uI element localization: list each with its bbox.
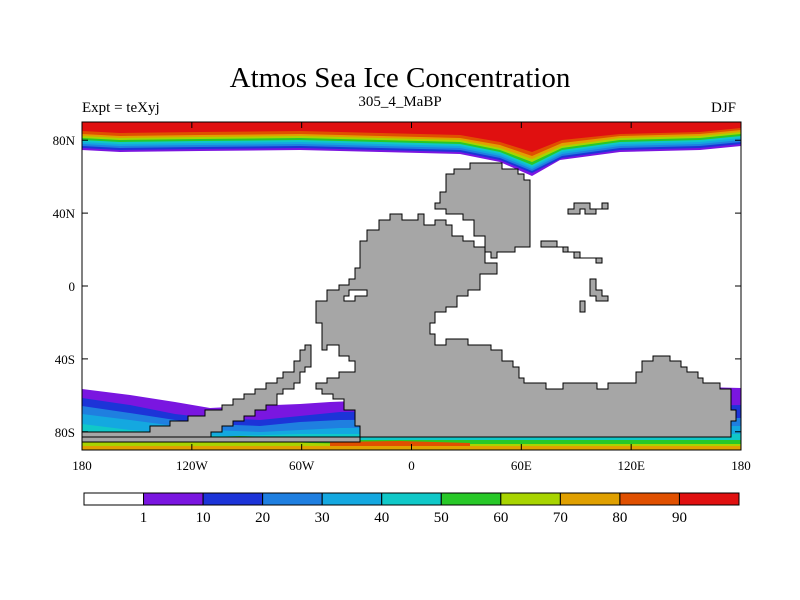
colorbar-boxes	[83, 492, 740, 506]
colorbar-box	[381, 492, 442, 506]
lon-tick-label: 60W	[289, 458, 315, 473]
colorbar-box	[440, 492, 502, 506]
lat-tick-label: 80S	[55, 425, 75, 440]
lon-tick-label: 0	[408, 458, 415, 473]
eastern-island-small-2	[579, 300, 586, 313]
colorbar-label: 50	[434, 510, 449, 526]
eastern-island-north	[567, 202, 609, 215]
colorbar-box	[678, 492, 740, 506]
northern-landmass	[434, 162, 531, 259]
longitude-ticks: 180 120W 60W 0 60E 120E 180	[72, 122, 751, 473]
colorbar-label: 40	[374, 510, 389, 526]
latitude-ticks: 80N 40N 0 40S 80S	[53, 133, 741, 440]
lon-tick-label: 180	[731, 458, 751, 473]
season-label: DJF	[711, 100, 737, 116]
colorbar-box	[500, 492, 561, 506]
colorbar-box	[321, 492, 383, 506]
antarctic-coast-strip	[82, 436, 361, 443]
run-label: 305_4_MaBP	[358, 94, 442, 110]
western-peninsula	[82, 344, 312, 438]
colorbar-box	[262, 492, 323, 506]
colorbar-box	[143, 492, 204, 506]
colorbar-labels: 1 10 20 30 40 50 60 70 80 90	[140, 510, 687, 526]
ocean-gap-west	[343, 289, 368, 302]
colorbar-label: 60	[493, 510, 508, 526]
lat-tick-label: 0	[69, 279, 76, 294]
lon-tick-label: 180	[72, 458, 92, 473]
eastern-island-mid	[540, 240, 603, 264]
lat-tick-label: 40S	[55, 352, 75, 367]
colorbar-box	[83, 492, 145, 506]
lon-tick-label: 120E	[617, 458, 645, 473]
colorbar-label: 20	[255, 510, 270, 526]
colorbar-label: 90	[672, 510, 687, 526]
colorbar-box	[202, 492, 264, 506]
arctic-ice-band-90	[82, 122, 741, 152]
lat-tick-label: 40N	[53, 206, 76, 221]
colorbar-box	[619, 492, 680, 506]
colorbar-label: 30	[315, 510, 330, 526]
colorbar-label: 1	[140, 510, 148, 526]
antarctic-ice-band-80	[330, 441, 470, 446]
eastern-island-small-1	[589, 278, 609, 302]
colorbar-label: 70	[553, 510, 568, 526]
lat-tick-label: 80N	[53, 133, 76, 148]
main-landmass	[315, 213, 737, 438]
colorbar-box	[559, 492, 621, 506]
lon-tick-label: 120W	[176, 458, 209, 473]
experiment-label: Expt = teXyj	[82, 100, 160, 116]
colorbar-label: 80	[612, 510, 627, 526]
lon-tick-label: 60E	[511, 458, 532, 473]
colorbar-label: 10	[196, 510, 211, 526]
plot-title: Atmos Sea Ice Concentration	[229, 62, 571, 94]
